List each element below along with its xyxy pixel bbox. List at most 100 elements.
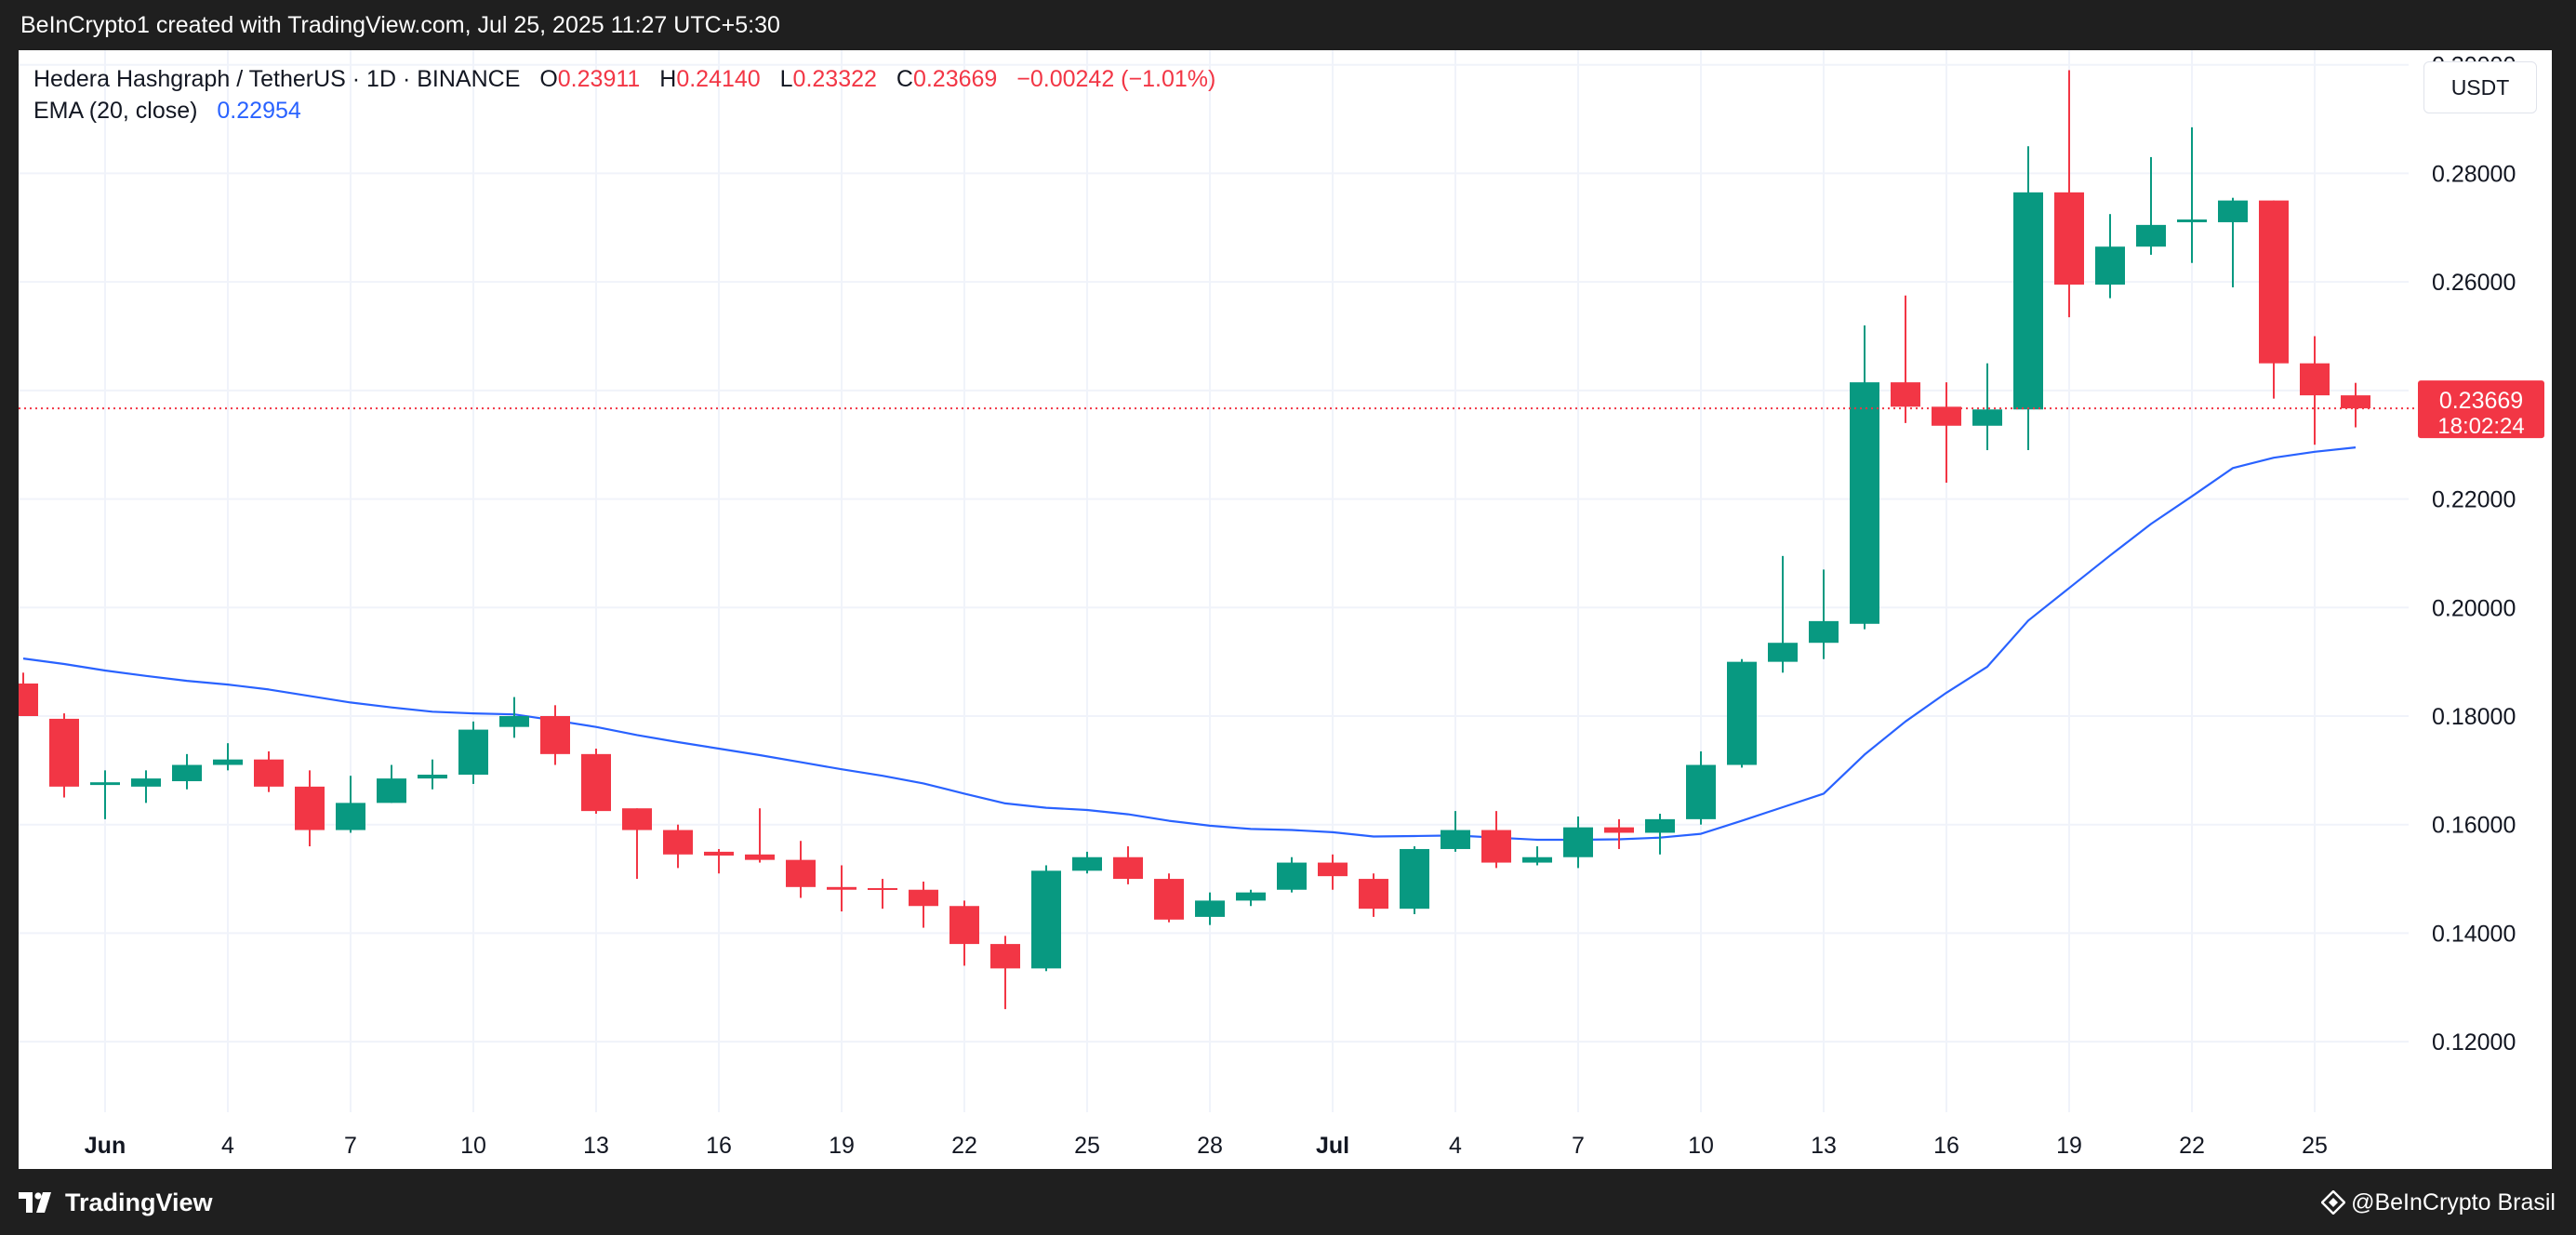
ema-line [22, 446, 2357, 842]
candle-body [295, 786, 325, 830]
ema-value: 0.22954 [217, 98, 301, 124]
candles-layer [19, 70, 2370, 1010]
candle [295, 770, 325, 847]
candle [1481, 811, 1511, 869]
candle-body [1932, 406, 1961, 426]
open-label: O [539, 66, 558, 92]
candle-body [1481, 830, 1511, 863]
candle [581, 749, 611, 815]
candle-body [1277, 862, 1307, 890]
candle [990, 936, 1020, 1010]
candle [2136, 156, 2166, 255]
candle-body [786, 859, 816, 887]
candle-body [499, 715, 529, 727]
currency-button[interactable]: USDT [2423, 61, 2537, 113]
tradingview-logo[interactable]: TradingView [19, 1188, 213, 1217]
time-tick-label: 13 [1811, 1133, 1837, 1159]
candle-body [990, 944, 1020, 969]
candle [2177, 126, 2207, 263]
ema-label[interactable]: EMA (20, close) [33, 98, 198, 124]
ema-row: EMA (20, close) 0.22954 [33, 95, 1215, 126]
candle-body [868, 887, 897, 890]
candle [786, 841, 816, 898]
candlestick-chart[interactable]: 0.300000.280000.260000.240000.220000.200… [19, 50, 2552, 1169]
candle-body [827, 886, 856, 890]
candle [1522, 846, 1552, 866]
price-tag-countdown: 18:02:24 [2437, 414, 2524, 439]
candle [254, 750, 284, 792]
candle [745, 808, 775, 863]
time-tick-label: 19 [2056, 1133, 2082, 1159]
candle [336, 776, 365, 833]
candle [1850, 325, 1879, 630]
candle [1359, 873, 1388, 917]
candle-body [458, 729, 488, 776]
candle [213, 743, 243, 771]
time-tick-label: 25 [2302, 1133, 2328, 1159]
candle [1113, 846, 1143, 884]
candle-body [2177, 219, 2207, 222]
candle [2095, 214, 2125, 299]
candle-body [2054, 192, 2084, 286]
candle-body [1236, 892, 1266, 901]
candle [1809, 569, 1839, 659]
candle-body [172, 764, 202, 782]
candle [2341, 382, 2370, 428]
price-tick-label: 0.22000 [2432, 487, 2516, 513]
candle-body [1768, 643, 1798, 662]
candle-body [1686, 764, 1716, 819]
candle [1604, 818, 1634, 849]
footer-bar: TradingView @BeInCrypto Brasil [0, 1169, 2576, 1235]
symbol-title[interactable]: Hedera Hashgraph / TetherUS · 1D · BINAN… [33, 66, 521, 92]
candle [2300, 336, 2330, 445]
time-tick-label: 19 [829, 1133, 855, 1159]
candle [540, 705, 570, 765]
credit: @BeInCrypto Brasil [2321, 1188, 2556, 1217]
price-tag-value: 0.23669 [2439, 388, 2523, 414]
candle-body [1645, 818, 1675, 833]
candle-body [2136, 224, 2166, 247]
candle-body [2218, 200, 2248, 222]
candle-body [2095, 246, 2125, 286]
candle-body [1563, 827, 1593, 857]
candle-body [949, 906, 979, 945]
diamond-icon [2321, 1190, 2346, 1215]
time-tick-label: 22 [951, 1133, 977, 1159]
credit-text: @BeInCrypto Brasil [2351, 1189, 2556, 1215]
candle-body [1113, 857, 1143, 880]
candle [868, 879, 897, 910]
time-tick-label: 16 [706, 1133, 732, 1159]
candle-body [2341, 395, 2370, 409]
candle [1195, 892, 1225, 925]
price-tick-label: 0.16000 [2432, 813, 2516, 839]
time-tick-label: 13 [583, 1133, 609, 1159]
candle [90, 770, 120, 819]
candle [2218, 197, 2248, 287]
candle [1686, 750, 1716, 825]
candle-body [1850, 382, 1879, 624]
time-axis: Jun 4 7 10 13 16 19 22 25 28 Jul 4 7 10 13 16 19 22 25 [85, 1133, 2328, 1159]
candle-body [745, 854, 775, 860]
candle [1563, 816, 1593, 869]
candle [377, 764, 406, 803]
candle-body [1441, 830, 1470, 849]
time-tick-label: 7 [1572, 1133, 1585, 1159]
candle-body [1072, 857, 1102, 871]
time-tick-label: 25 [1074, 1133, 1100, 1159]
candle [1277, 857, 1307, 893]
candle-body [1400, 848, 1429, 910]
candle-body [622, 808, 652, 830]
candle [19, 672, 38, 716]
candle [1972, 363, 2002, 451]
candle [663, 824, 693, 869]
candle [827, 865, 856, 912]
high-value: 0.24140 [676, 66, 761, 92]
candle-body [540, 715, 570, 754]
low-label: L [779, 66, 793, 92]
chart-panel[interactable]: 0.300000.280000.260000.240000.220000.200… [19, 50, 2552, 1169]
price-tick-label: 0.14000 [2432, 921, 2516, 947]
candle [1072, 851, 1102, 874]
time-tick-label: 16 [1933, 1133, 1959, 1159]
candle [1400, 846, 1429, 914]
